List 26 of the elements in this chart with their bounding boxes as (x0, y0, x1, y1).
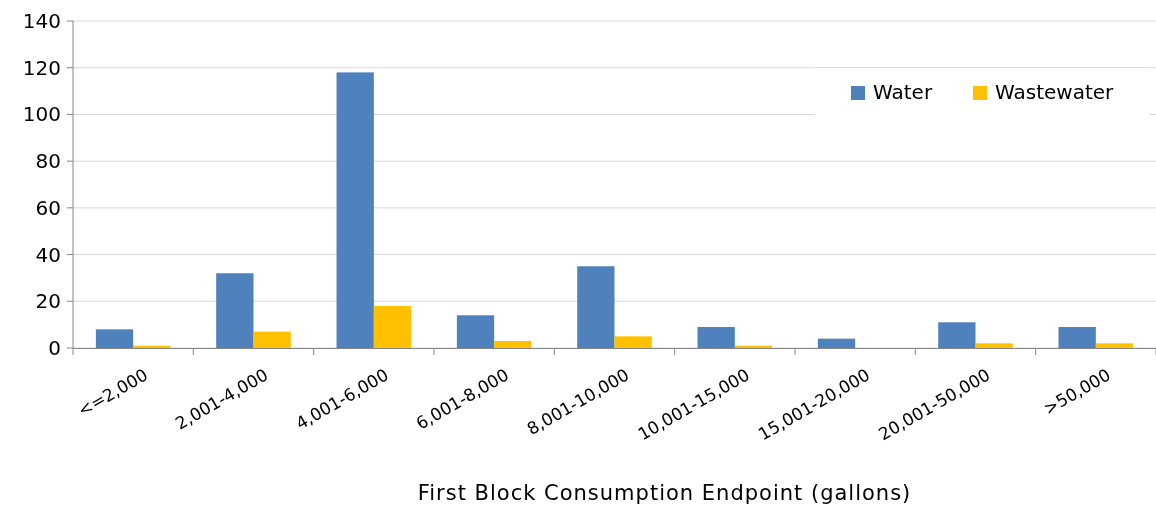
bar (373, 305, 412, 348)
y-tick-label: 140 (22, 9, 61, 33)
bar (697, 326, 735, 348)
y-tick-label: 40 (35, 242, 61, 267)
y-tick-label: 100 (22, 102, 61, 127)
y-tick-label: 0 (48, 336, 61, 360)
bar (494, 340, 532, 348)
bar (456, 315, 495, 348)
y-tick-label: 120 (22, 55, 61, 80)
bar (95, 329, 134, 348)
x-axis-title: First Block Consumption Endpoint (gallons) (417, 481, 912, 505)
bar (938, 322, 976, 348)
bar (614, 336, 652, 348)
bar (336, 72, 374, 348)
bar (1095, 343, 1134, 348)
legend-label: Water (873, 80, 933, 104)
bar (1058, 326, 1096, 348)
y-tick-label: 60 (35, 195, 61, 220)
bar (817, 338, 856, 348)
bar (577, 266, 615, 348)
bar (253, 331, 291, 348)
legend-label: Wastewater (995, 80, 1115, 104)
bar (975, 343, 1013, 348)
y-tick-label: 80 (35, 149, 61, 174)
y-tick-label: 20 (35, 289, 61, 314)
bar (216, 273, 254, 348)
